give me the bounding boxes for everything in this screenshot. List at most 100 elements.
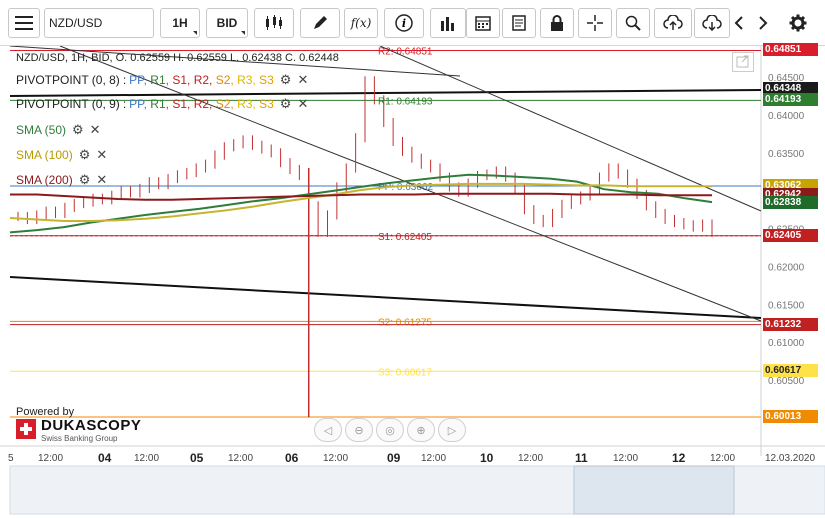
price-tick-label: 0.64000	[768, 111, 805, 122]
channel-line-1	[59, 46, 762, 322]
pivot-label-r2: R2: 0.64851	[378, 46, 433, 57]
pivot1-r2: R2,	[193, 73, 213, 87]
symbol-input[interactable]	[44, 8, 154, 38]
gear-icon[interactable]: ⚙	[78, 147, 91, 162]
price-side-select[interactable]: BID	[206, 8, 248, 38]
channel-line-2	[379, 46, 762, 212]
close-icon[interactable]: ✕	[297, 72, 309, 87]
sma200-legend: SMA (200) ⚙ ✕	[16, 172, 107, 188]
close-icon[interactable]: ✕	[89, 122, 101, 137]
calendar-button[interactable]	[466, 8, 500, 38]
sma100-legend: SMA (100) ⚙ ✕	[16, 147, 107, 163]
draw-button[interactable]	[300, 8, 340, 38]
popout-button[interactable]	[732, 52, 754, 72]
time-label: 12:00	[421, 453, 447, 464]
gear-icon[interactable]: ⚙	[279, 72, 292, 87]
sma50-name: SMA (50)	[16, 123, 67, 137]
pivot2-name: PIVOTPOINT (0, 9)	[16, 97, 120, 111]
time-label: 12:00	[518, 453, 544, 464]
price-tick-label: 0.63500	[768, 149, 805, 160]
zoom-out-button[interactable]: ⊖	[345, 418, 373, 442]
close-icon[interactable]: ✕	[96, 172, 108, 187]
cloud-upload-icon	[663, 15, 683, 30]
price-box: 0.64348	[763, 81, 818, 95]
price-tick-label: 0.61500	[768, 300, 805, 311]
gear-icon[interactable]: ⚙	[279, 96, 292, 111]
info-label: i	[402, 17, 406, 30]
document-icon	[512, 15, 526, 31]
price-box: 0.62838	[763, 195, 818, 209]
lock-button[interactable]	[540, 8, 574, 38]
timeframe-select[interactable]: 1H	[160, 8, 200, 38]
swiss-flag-icon	[16, 419, 36, 439]
fx-button[interactable]: f(x)	[344, 8, 378, 38]
chart-nav: ◁ ⊖ ◎ ⊕ ▷	[314, 418, 466, 442]
gear-icon[interactable]: ⚙	[72, 122, 84, 137]
crosshair-icon	[587, 15, 603, 31]
gear-icon[interactable]: ⚙	[78, 172, 91, 187]
pencil-icon	[314, 16, 327, 29]
pivot-label-s1: S1: 0.62405	[378, 232, 432, 243]
time-label: 05	[190, 451, 204, 465]
close-icon[interactable]: ✕	[297, 96, 309, 111]
info-button[interactable]: i	[384, 8, 424, 38]
time-label: 12:00	[710, 453, 736, 464]
price-tick-label: 0.62000	[768, 262, 805, 273]
cloud-download-icon	[702, 15, 722, 31]
timeframe-label: 1H	[172, 16, 188, 30]
pivot-label-s3: S3: 0.60617	[378, 367, 432, 378]
pivot2-s1: S1,	[172, 97, 191, 111]
toolbar: 1H BID f(x) i	[0, 0, 825, 46]
chevron-right-icon	[759, 16, 768, 30]
logo-tagline: Swiss Banking Group	[41, 434, 118, 443]
bar-chart-icon	[441, 17, 454, 31]
time-label: 12:00	[134, 453, 160, 464]
pivot1-r1: R1,	[150, 73, 169, 87]
trendline-lower	[9, 276, 762, 319]
menu-button[interactable]	[8, 8, 40, 38]
zoom-button[interactable]	[616, 8, 650, 38]
hamburger-icon	[15, 16, 33, 30]
pivot2-pp: PP,	[129, 97, 147, 111]
trendline-upper	[9, 89, 762, 97]
scroll-left-button[interactable]: ◁	[314, 418, 342, 442]
pivot2-s3: S3	[259, 97, 274, 111]
price-box: 0.64851	[763, 43, 818, 57]
pivot2-r3: R3,	[237, 97, 256, 111]
popout-icon	[736, 55, 749, 68]
crosshair-button[interactable]	[578, 8, 612, 38]
next-button[interactable]	[754, 8, 772, 38]
settings-button[interactable]	[786, 8, 810, 38]
sma200-name: SMA (200)	[16, 173, 73, 187]
time-label: 12:00	[38, 453, 64, 464]
close-icon[interactable]: ✕	[96, 147, 108, 162]
price-chart[interactable]: 0.645000.640000.635000.625000.620000.615…	[0, 46, 825, 518]
price-box: 0.64193	[763, 93, 818, 107]
prev-button[interactable]	[730, 8, 748, 38]
time-label: 11	[575, 451, 588, 465]
fx-label: f(x)	[350, 16, 372, 30]
download-button[interactable]	[694, 8, 730, 38]
pivot1-s3: S3	[259, 73, 274, 87]
chart-area[interactable]: 0.645000.640000.635000.625000.620000.615…	[0, 43, 825, 518]
info-icon: i	[395, 14, 413, 32]
upload-button[interactable]	[654, 8, 692, 38]
calendar-icon	[475, 16, 491, 31]
chart-type-button[interactable]	[254, 8, 294, 38]
pivot1-name: PIVOTPOINT (0, 8)	[16, 73, 120, 87]
logo-brand: DUKASCOPY	[41, 417, 142, 434]
reset-zoom-button[interactable]: ◎	[376, 418, 404, 442]
gear-icon	[789, 14, 807, 32]
pivot1-pp: PP,	[129, 73, 147, 87]
price-box: 0.61232	[763, 317, 818, 331]
zoom-out-icon: ⊖	[354, 424, 364, 437]
news-button[interactable]	[502, 8, 536, 38]
sma-line-2	[10, 192, 712, 201]
time-label: 10	[480, 451, 494, 465]
time-label: 12:00	[323, 453, 349, 464]
scroll-right-button[interactable]: ▷	[438, 418, 466, 442]
indicators-button[interactable]	[430, 8, 466, 38]
zoom-in-button[interactable]: ⊕	[407, 418, 435, 442]
time-label: 04	[98, 451, 112, 465]
price-box: 0.62405	[763, 228, 818, 242]
